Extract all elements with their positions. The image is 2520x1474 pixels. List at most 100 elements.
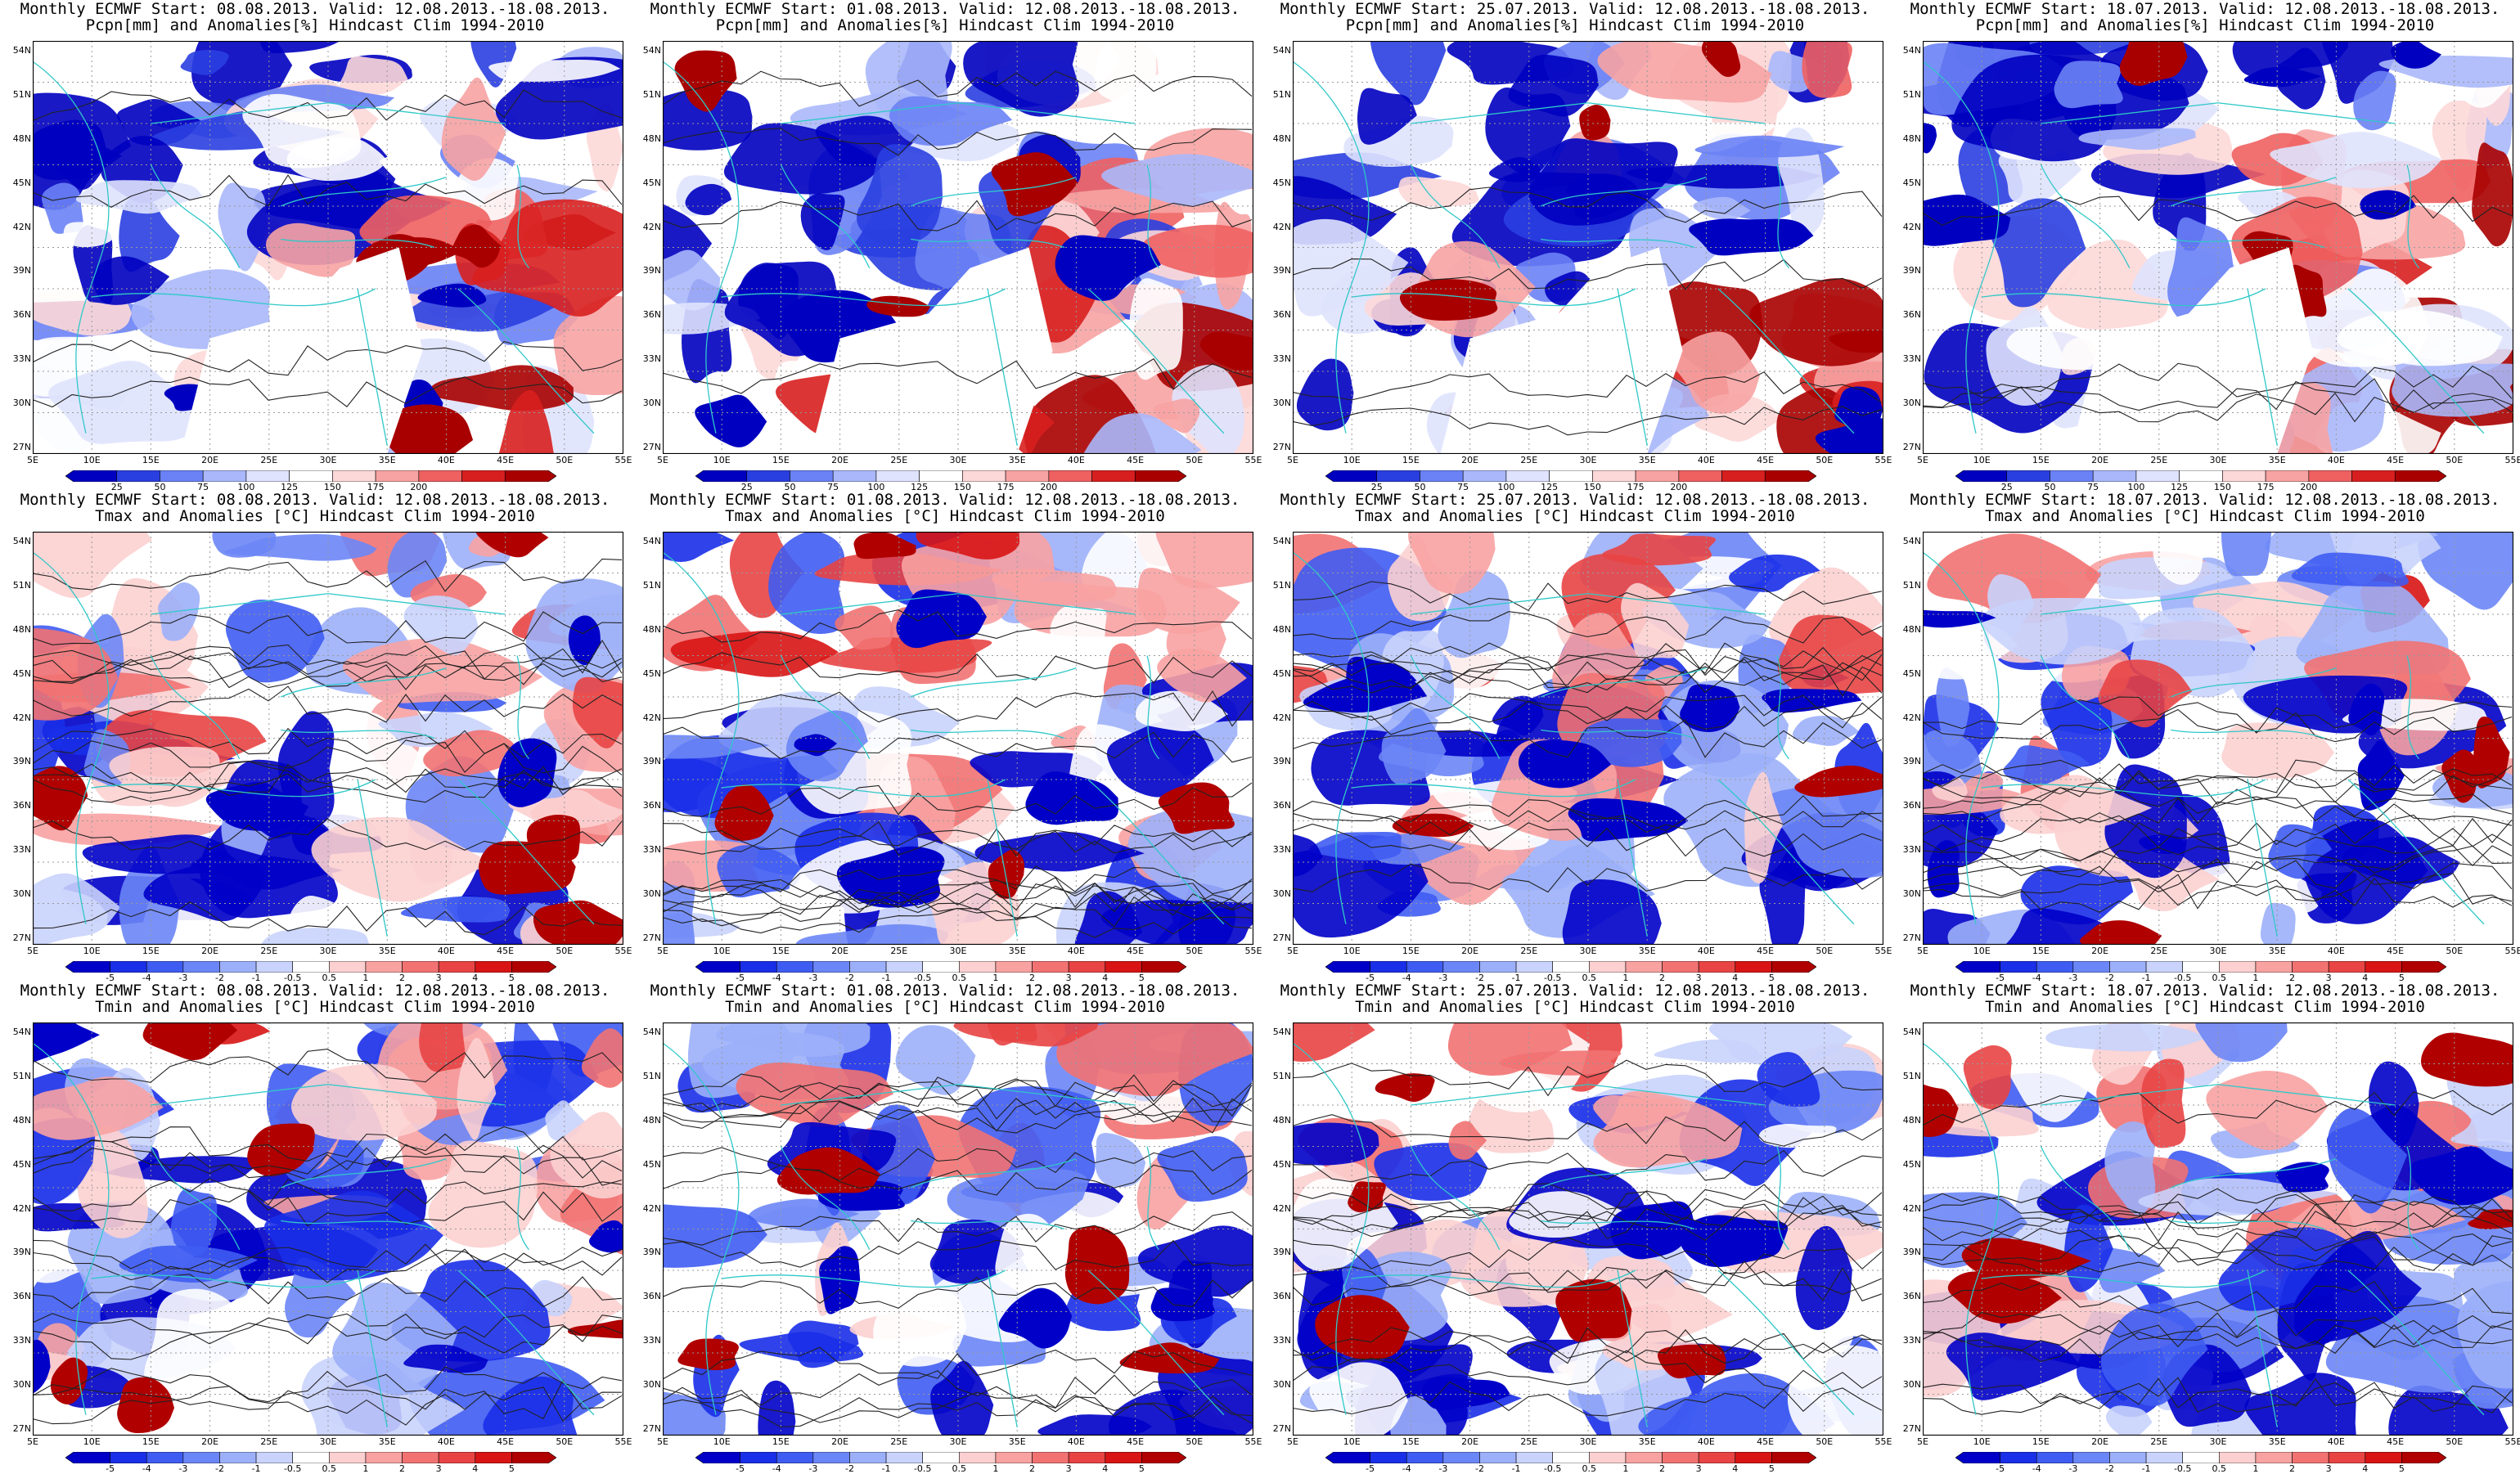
latitude-label: 30N (1902, 398, 1921, 409)
contour-line (1923, 1203, 2513, 1234)
anomaly-area (795, 923, 949, 945)
latitude-label: 51N (1272, 88, 1291, 100)
contour-line (663, 726, 1253, 763)
colorbar-label: 150 (953, 482, 971, 492)
latitude-label: 39N (642, 265, 661, 276)
coastline (1776, 655, 1789, 760)
contour-line (663, 1082, 1253, 1120)
colorbar-swatch (2050, 470, 2094, 482)
colorbar-swatch (1325, 470, 1378, 482)
latitude-label: 27N (642, 1423, 661, 1434)
contour-line (1923, 1227, 2513, 1263)
coastline (150, 1146, 241, 1251)
latitude-label: 30N (1272, 398, 1291, 409)
colorbar-label: 2 (1029, 973, 1036, 983)
contour-line (1293, 662, 1883, 697)
colorbar (695, 1452, 1186, 1463)
longitude-label: 15E (142, 946, 160, 956)
colorbar-swatch (2292, 961, 2329, 973)
longitude-label: 10E (713, 1436, 731, 1447)
colorbar-swatch (1515, 961, 1553, 973)
anomaly-area (1680, 684, 1740, 732)
colorbar-label: 2 (2289, 973, 2296, 983)
contour-line (33, 772, 623, 803)
anomaly-area (33, 119, 107, 178)
anomaly-area (340, 56, 408, 97)
latitude-label: 45N (12, 177, 31, 188)
coastline (150, 655, 241, 760)
anomaly-area (1064, 1225, 1130, 1305)
anomaly-area (1579, 105, 1611, 141)
anomaly-area (1689, 218, 1814, 256)
panel-title-start-valid: Monthly ECMWF Start: 18.07.2013. Valid: … (1910, 0, 2500, 18)
anomaly-area (2244, 1373, 2356, 1436)
anomaly-area (224, 534, 377, 561)
map-frame (1293, 1022, 1883, 1436)
colorbar-label: -4 (2032, 1463, 2041, 1474)
coastline (1352, 779, 1636, 798)
longitude-label: 15E (142, 455, 160, 465)
colorbar-label: 0.5 (322, 1463, 337, 1474)
colorbar-label: -5 (1996, 973, 2005, 983)
anomaly-area (895, 1025, 976, 1095)
longitude-label: 15E (772, 455, 790, 465)
colorbar-swatch (365, 1452, 403, 1463)
contour-line (1293, 693, 1883, 729)
anomaly-area (689, 1119, 739, 1199)
anomaly-area (1923, 1084, 1959, 1138)
anomaly-area (2141, 1058, 2186, 1148)
colorbar (1955, 961, 2446, 973)
panel-title-variable: Tmin and Anomalies [°C] Hindcast Clim 19… (1355, 998, 1795, 1016)
longitude-label: 55E (1244, 946, 1262, 956)
latitude-label: 45N (1902, 667, 1921, 679)
longitude-label: 5E (27, 1436, 38, 1447)
latitude-label: 30N (1272, 1379, 1291, 1391)
colorbar-label: -3 (1438, 973, 1448, 983)
anomaly-area (2327, 1108, 2408, 1214)
coastline (781, 1084, 1136, 1106)
coastline (1617, 288, 1648, 447)
longitude-label: 30E (319, 1436, 337, 1447)
longitude-label: 35E (1638, 455, 1656, 465)
anomaly-area (1343, 115, 1454, 168)
anomaly-area (1157, 1136, 1248, 1202)
latitude-label: 54N (12, 536, 31, 546)
longitude-label: 35E (1008, 946, 1026, 956)
colorbar-swatch (2006, 470, 2050, 482)
colorbar-swatch (1721, 470, 1766, 482)
colorbar-label: -2 (844, 1463, 854, 1474)
coastline (1411, 1084, 1766, 1106)
coastline (911, 729, 1065, 739)
anomaly-area (403, 1344, 488, 1373)
colorbar-label: 100 (237, 482, 255, 492)
coastline (1982, 779, 2266, 798)
coastline (1617, 779, 1648, 937)
anomaly-area (670, 631, 839, 677)
contour-line (33, 650, 623, 682)
colorbar-swatch (1420, 470, 1464, 482)
colorbar-swatch (1735, 1452, 1772, 1463)
colorbar-swatch (504, 470, 556, 482)
anomaly-area (457, 1037, 497, 1140)
colorbar-label: 200 (1040, 482, 1058, 492)
longitude-label: 5E (657, 1436, 668, 1447)
colorbar-label: -4 (142, 1463, 151, 1474)
latitude-label: 36N (12, 1291, 31, 1302)
colorbar-label: 0.5 (2212, 1463, 2227, 1474)
latitude-label: 30N (1272, 888, 1291, 900)
latitude-label: 45N (642, 667, 661, 679)
longitude-label: 15E (2032, 946, 2050, 956)
longitude-label: 55E (2504, 455, 2520, 465)
anomaly-area (1056, 1022, 1253, 1097)
latitude-label: 33N (1902, 353, 1921, 365)
colorbar-label: -3 (178, 973, 188, 983)
map-frame (1923, 532, 2513, 945)
longitude-label: 10E (713, 455, 731, 465)
anomaly-area (1744, 771, 1784, 883)
colorbar-label: 1 (1622, 973, 1629, 983)
contour-line (33, 611, 623, 645)
latitude-label: 27N (1902, 932, 1921, 943)
anomaly-area (2119, 41, 2188, 86)
colorbar-swatch (1325, 1452, 1370, 1463)
colorbar-label: 1 (992, 1463, 999, 1474)
